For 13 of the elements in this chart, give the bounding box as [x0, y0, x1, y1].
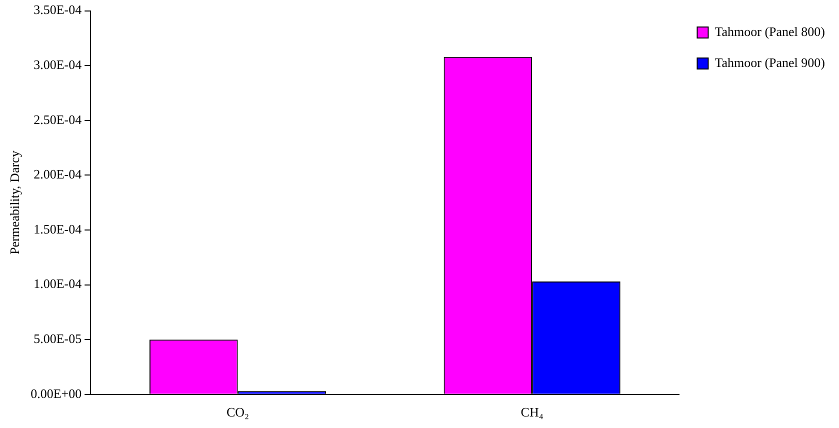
y-tick-label: 2.00E-04	[34, 166, 82, 182]
y-tick-label: 3.00E-04	[34, 57, 82, 72]
y-tick-label: 1.00E-04	[34, 276, 82, 292]
y-tick-label: 1.50E-04	[34, 221, 82, 236]
y-tick-label: 5.00E-05	[34, 331, 82, 346]
x-tick-label: CH₄	[520, 404, 544, 420]
y-tick-label: 2.50E-04	[34, 112, 82, 127]
legend-label: Tahmoor (Panel 800)	[714, 24, 826, 39]
y-tick-label: 0.00E+00	[30, 386, 82, 401]
x-tick-label: CO₂	[226, 404, 250, 420]
y-axis-title: Permeability, Darcy	[7, 150, 22, 255]
legend-label: Tahmoor (Panel 900)	[714, 54, 826, 70]
y-tick-label: 3.50E-04	[34, 2, 82, 18]
